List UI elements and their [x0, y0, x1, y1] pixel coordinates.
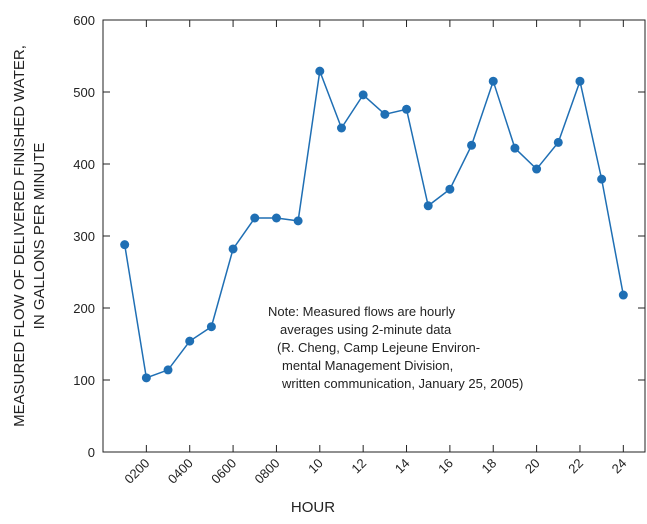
data-point: [206, 322, 216, 332]
y-tick-label: 300: [73, 229, 95, 244]
data-point: [380, 109, 390, 119]
x-axis-label: HOUR: [291, 499, 335, 516]
note-line: mental Management Division,: [282, 358, 453, 373]
y-tick-label: 500: [73, 85, 95, 100]
data-point: [618, 290, 628, 300]
x-tick-label: 18: [479, 456, 500, 477]
x-tick-label: 10: [305, 456, 326, 477]
data-point: [185, 336, 195, 346]
x-tick-label: 16: [435, 456, 456, 477]
y-axis-label: IN GALLONS PER MINUTE: [31, 143, 48, 330]
x-tick-label: 0600: [208, 456, 239, 487]
data-point: [488, 76, 498, 86]
y-tick-label: 0: [88, 445, 95, 460]
x-tick-label: 0400: [165, 456, 196, 487]
note-line: Note: Measured flows are hourly: [268, 304, 456, 319]
data-point: [423, 201, 433, 211]
x-tick-label: 22: [565, 456, 586, 477]
data-point: [597, 174, 607, 184]
data-point: [293, 216, 303, 226]
x-tick-label: 0200: [121, 456, 152, 487]
data-point: [358, 90, 368, 100]
note-line: averages using 2-minute data: [280, 322, 452, 337]
y-tick-label: 200: [73, 301, 95, 316]
data-point: [271, 213, 281, 223]
data-point: [402, 104, 412, 114]
x-tick-label: 14: [392, 456, 413, 477]
data-point: [575, 76, 585, 86]
data-point: [445, 184, 455, 194]
data-point: [228, 244, 238, 254]
x-tick-label: 20: [522, 456, 543, 477]
data-point: [336, 123, 346, 133]
data-point: [510, 143, 520, 153]
data-point: [141, 373, 151, 383]
y-axis-label: MEASURED FLOW OF DELIVERED FINISHED WATE…: [11, 45, 28, 427]
data-point: [120, 240, 130, 250]
data-point: [163, 365, 173, 375]
data-point: [315, 66, 325, 76]
x-tick-label: 0800: [252, 456, 283, 487]
data-point: [532, 164, 542, 174]
data-point: [467, 140, 477, 150]
y-tick-label: 600: [73, 13, 95, 28]
x-tick-label: 24: [609, 456, 630, 477]
y-tick-label: 100: [73, 373, 95, 388]
y-tick-label: 400: [73, 157, 95, 172]
note-line: (R. Cheng, Camp Lejeune Environ-: [277, 340, 480, 355]
x-tick-label: 12: [348, 456, 369, 477]
note-line: written communication, January 25, 2005): [281, 376, 523, 391]
data-point: [250, 213, 260, 223]
data-point: [553, 137, 563, 147]
note: Note: Measured flows are hourly averages…: [268, 304, 523, 391]
